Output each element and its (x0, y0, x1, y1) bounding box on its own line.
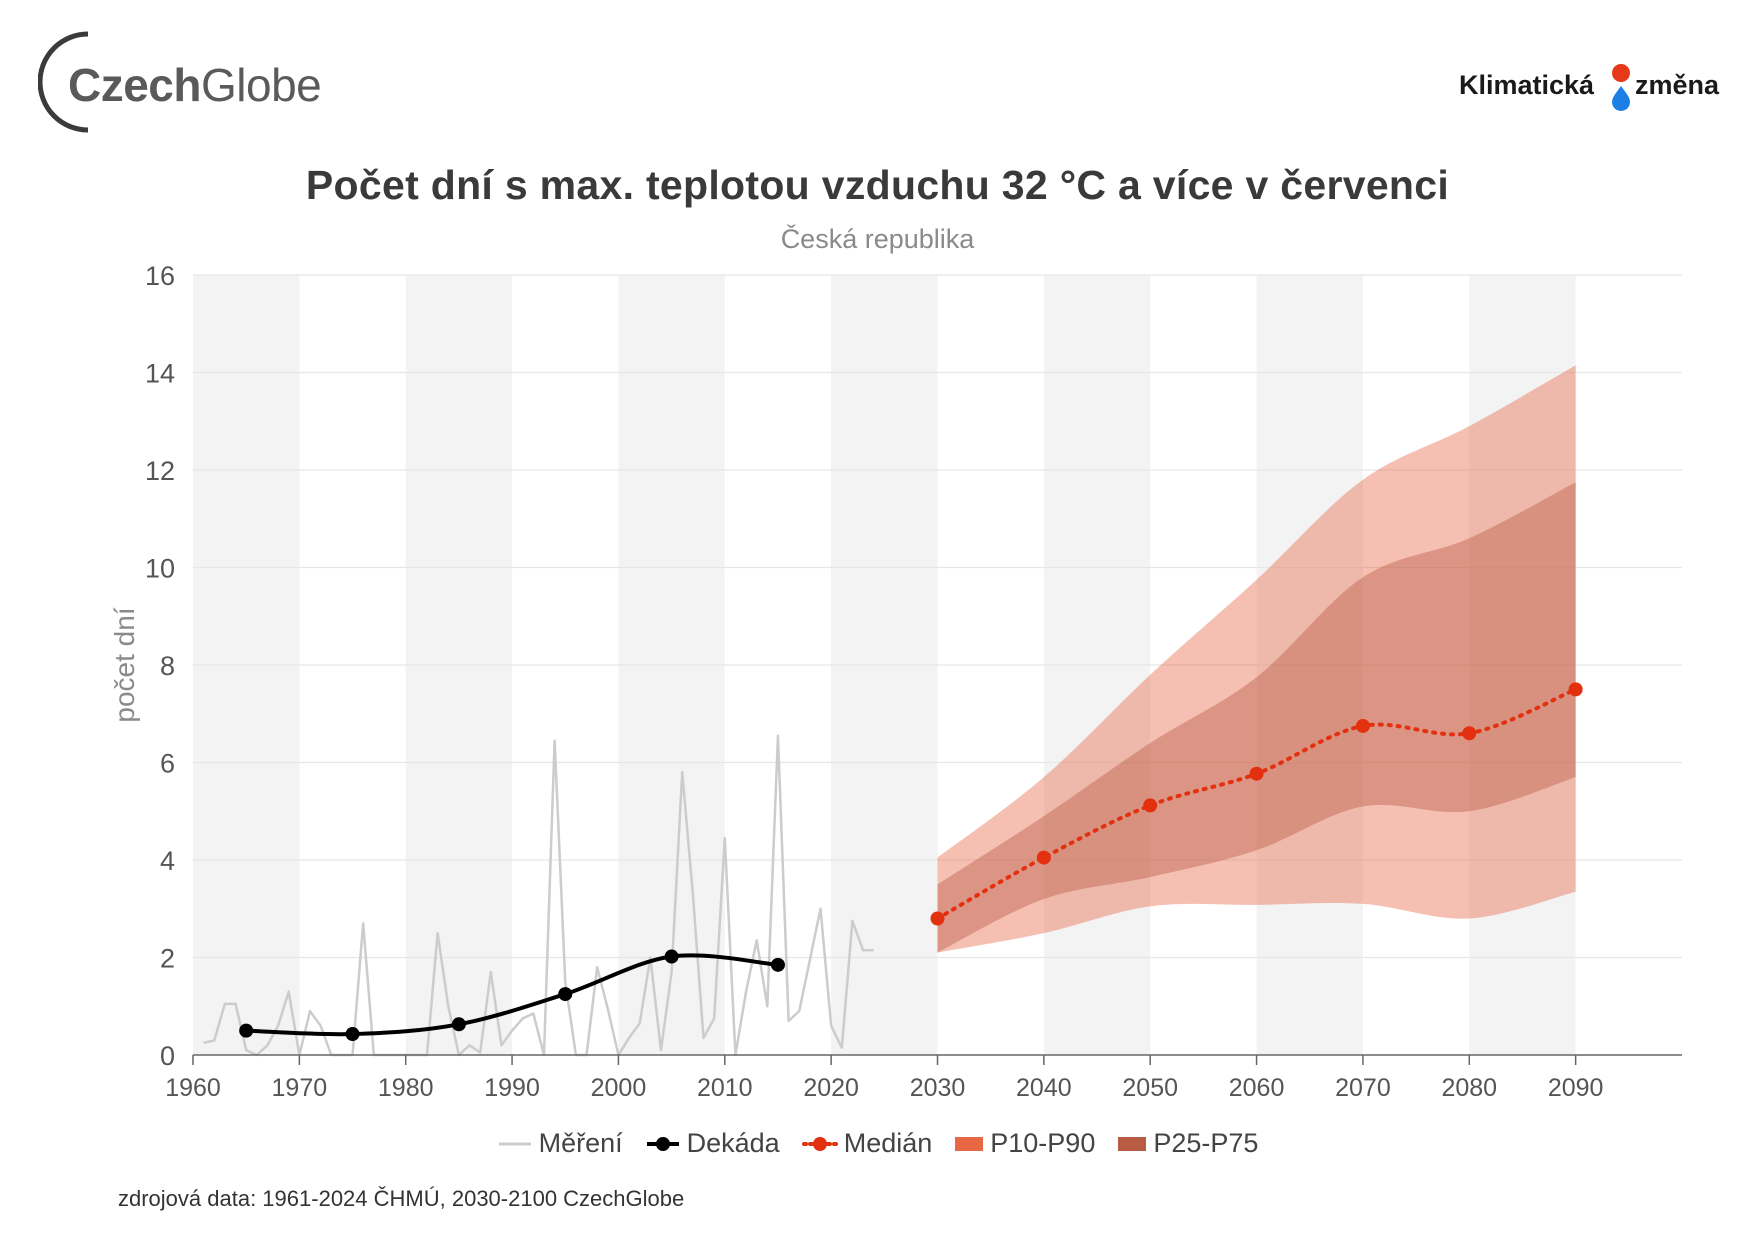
y-tick-label-2: 2 (160, 944, 175, 974)
czechglobe-logo (37, 30, 328, 142)
legend-label-p10p90: P10-P90 (990, 1128, 1096, 1158)
y-tick-label-10: 10 (145, 554, 175, 584)
y-tick-label-4: 4 (160, 846, 175, 876)
x-tick-label-1980: 1980 (378, 1074, 434, 1102)
x-tick-label-2000: 2000 (591, 1074, 647, 1102)
chart-title: Počet dní s max. teplotou vzduchu 32 °C … (305, 162, 1450, 208)
legend-swatch-p10p90 (955, 1136, 984, 1151)
y-axis-label: počet dní (109, 607, 140, 722)
point-dekada-1985 (451, 1017, 466, 1032)
chart-subtitle: Česká republika (780, 224, 975, 254)
x-tick-label-2070: 2070 (1335, 1074, 1391, 1102)
band-p25-p75 (937, 482, 1576, 953)
point-median-2050 (1143, 798, 1158, 813)
x-tick-label-2080: 2080 (1441, 1074, 1497, 1102)
czechglobe-arc-icon (37, 31, 89, 133)
band-p10-p90 (937, 365, 1576, 953)
y-tick-label-16: 16 (145, 261, 175, 291)
point-median-2070 (1355, 718, 1370, 733)
x-tick-label-1990: 1990 (484, 1074, 540, 1102)
hot-cold-drop-icon (1612, 64, 1630, 111)
point-dekada-2015 (770, 957, 785, 972)
x-tick-label-2040: 2040 (1016, 1074, 1072, 1102)
x-tick-label-2090: 2090 (1548, 1074, 1604, 1102)
legend-label-mereni: Měření (538, 1128, 623, 1158)
x-tick-label-1960: 1960 (165, 1074, 221, 1102)
point-median-2060 (1249, 766, 1264, 781)
y-tick-label-12: 12 (145, 456, 175, 486)
x-tick-label-2020: 2020 (803, 1074, 859, 1102)
legend-item-p25p75: P25-P75 (1117, 1128, 1258, 1159)
point-median-2080 (1462, 726, 1477, 741)
logo-right-word2: změna (1635, 70, 1720, 100)
legend-label-median: Medián (843, 1128, 933, 1158)
point-dekada-1965 (239, 1023, 254, 1038)
series-lines (203, 682, 1583, 1057)
grid-lines (193, 274, 1682, 959)
point-dekada-2005 (664, 949, 679, 964)
x-tick-label-2060: 2060 (1229, 1074, 1285, 1102)
source-note: zdrojová data: 1961-2024 ČHMÚ, 2030-2100… (118, 1186, 685, 1211)
legend-swatch-dekada (646, 1136, 679, 1151)
czechglobe-logo-text: CzechGlobe (68, 59, 322, 111)
legend: Měření Dekáda Medián P10-P90 P25-P75 (0, 1128, 1755, 1159)
legend-item-median: Medián (801, 1128, 933, 1159)
legend-item-mereni: Měření (497, 1128, 623, 1159)
point-median-2030 (930, 911, 945, 926)
y-tick-label-0: 0 (160, 1041, 175, 1071)
axes: 0 2 4 6 8 10 12 14 16 1960 1970 1980 1990 2000 2010 202… (145, 261, 1682, 1102)
legend-swatch-mereni (498, 1142, 531, 1145)
projection-areas (937, 365, 1576, 953)
x-tick-label-2050: 2050 (1122, 1074, 1178, 1102)
series-line-dekada (246, 953, 779, 1037)
y-tick-label-6: 6 (160, 749, 175, 779)
legend-label-dekada: Dekáda (686, 1128, 780, 1158)
legend-item-dekada: Dekáda (645, 1128, 780, 1159)
legend-swatch-median (801, 1136, 838, 1151)
x-tick-label-1970: 1970 (272, 1074, 328, 1102)
klimaticka-zmena-logo: Klimatická změna (1459, 62, 1729, 114)
y-tick-label-8: 8 (160, 651, 175, 681)
legend-label-p25p75: P25-P75 (1153, 1128, 1259, 1158)
series-line-mereni (203, 734, 874, 1057)
logo-right-word1: Klimatická (1459, 70, 1595, 100)
point-dekada-1995 (558, 987, 573, 1002)
point-median-2040 (1036, 850, 1051, 865)
legend-item-p10p90: P10-P90 (954, 1128, 1095, 1159)
point-dekada-1975 (345, 1027, 360, 1042)
y-tick-label-14: 14 (145, 359, 175, 389)
x-tick-label-2030: 2030 (910, 1074, 966, 1102)
x-tick-label-2010: 2010 (697, 1074, 753, 1102)
legend-swatch-p25p75 (1118, 1136, 1147, 1151)
point-median-2090 (1568, 682, 1583, 697)
